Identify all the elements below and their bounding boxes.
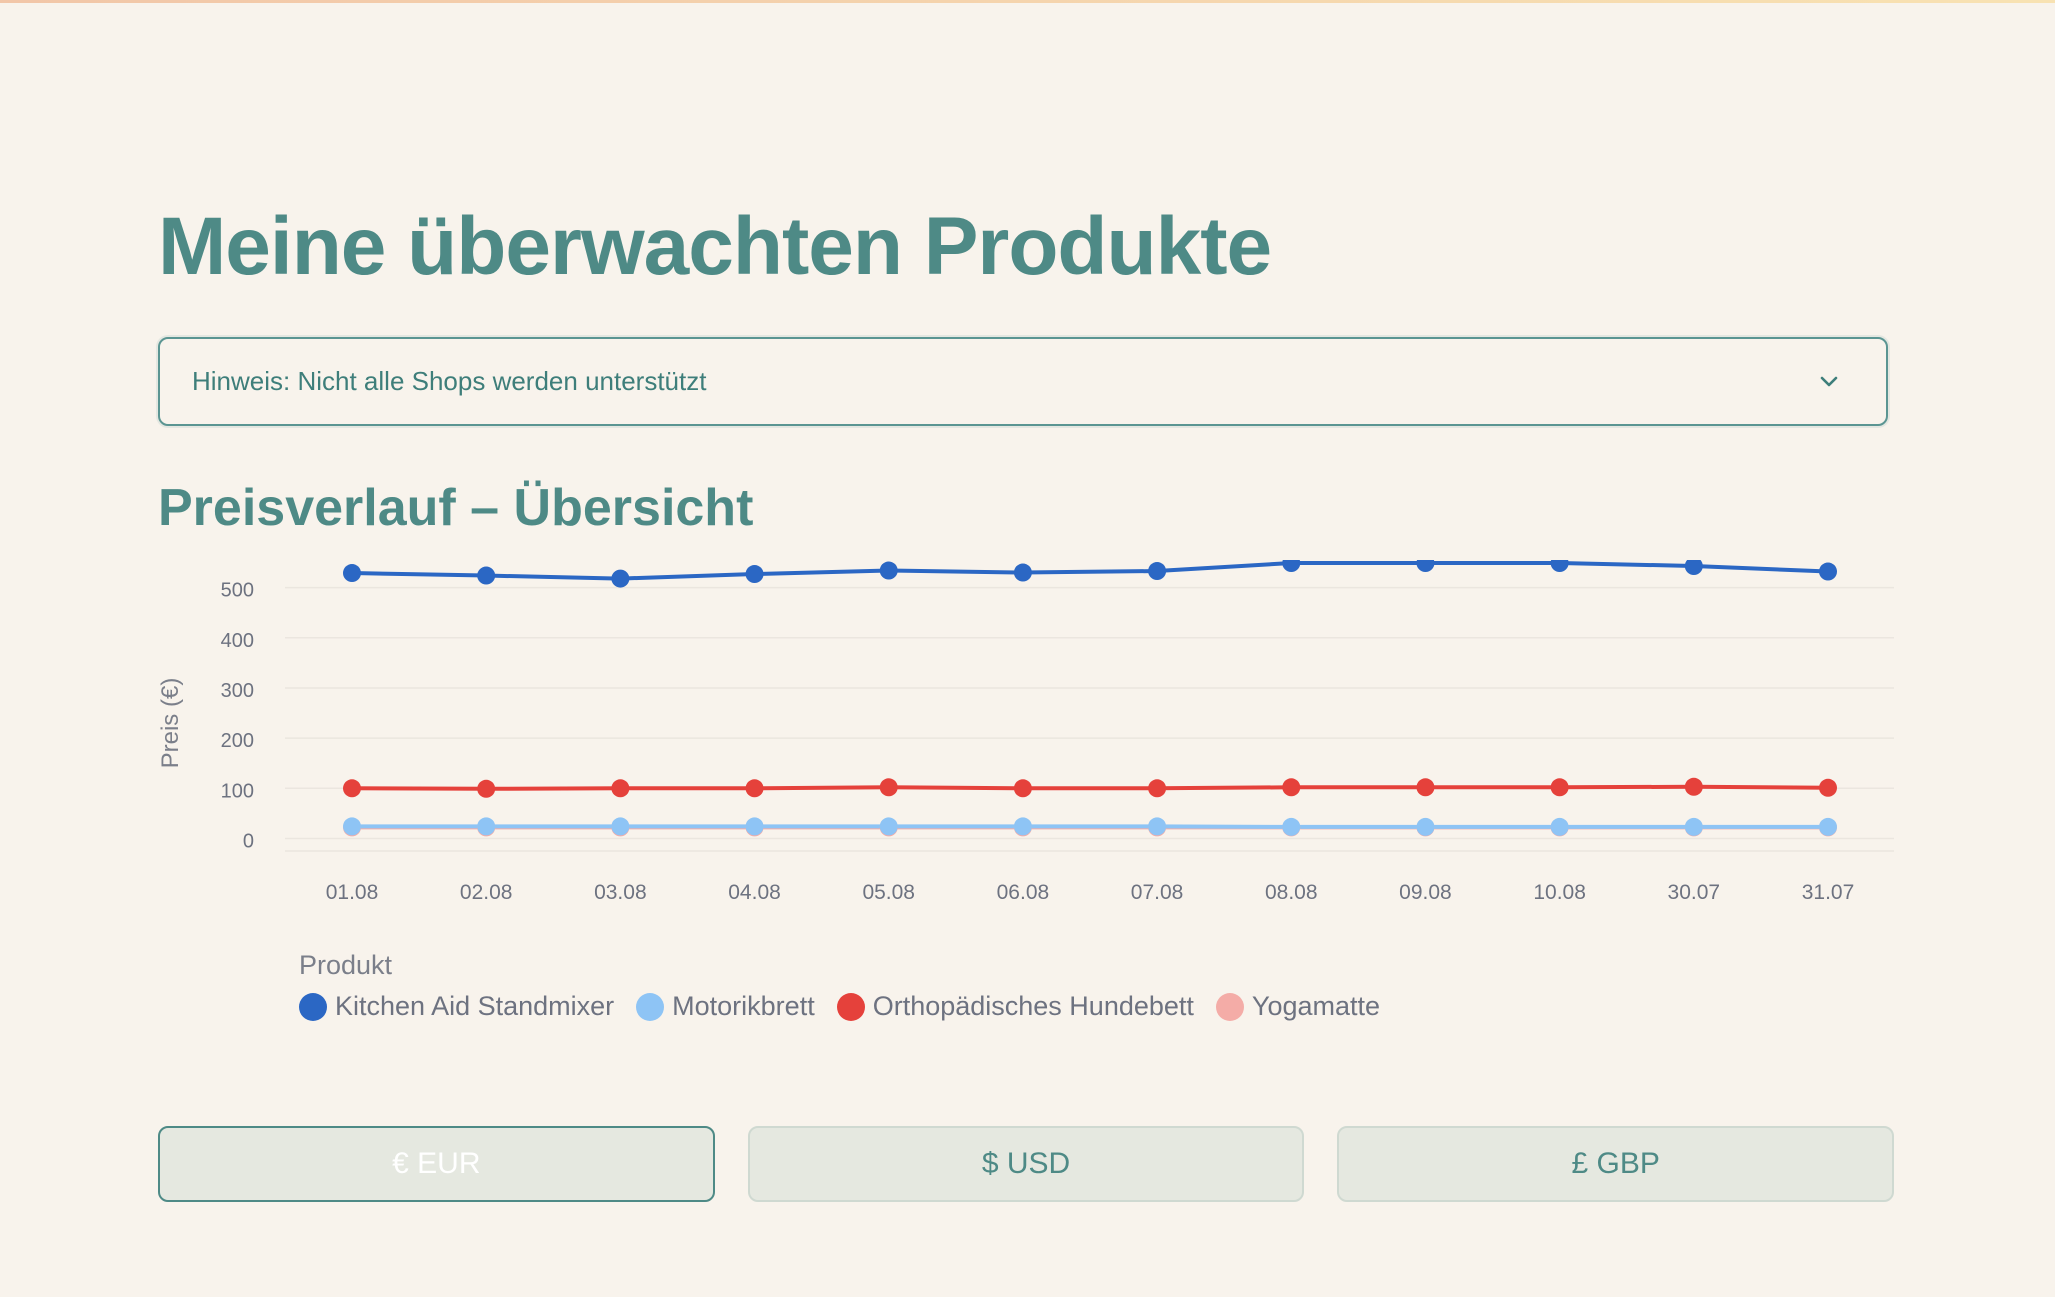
x-tick-label: 09.08 xyxy=(1399,881,1452,904)
y-axis-label: Preis (€) xyxy=(158,678,184,769)
series-line xyxy=(352,824,1828,829)
x-tick-label: 03.08 xyxy=(594,881,647,904)
data-point xyxy=(1013,779,1032,798)
data-point xyxy=(477,779,496,798)
price-history-chart: 0 100 200 300 400 500 Preis (€) 01.08 02.08 03.08… xyxy=(157,554,1894,1040)
y-tick-label: 500 xyxy=(221,580,254,602)
x-tick-label: 02.08 xyxy=(460,881,513,904)
data-point xyxy=(1684,777,1703,796)
data-point xyxy=(1013,563,1032,582)
x-tick-label: 01.08 xyxy=(326,881,379,904)
x-tick-label: 06.08 xyxy=(997,881,1050,904)
y-tick-label: 0 xyxy=(243,830,254,852)
data-point xyxy=(745,565,764,584)
data-point xyxy=(477,817,496,836)
y-tick-label: 200 xyxy=(221,730,254,752)
data-point xyxy=(1819,817,1837,836)
legend-title: Produkt xyxy=(299,950,393,980)
data-point xyxy=(1148,562,1167,581)
data-point xyxy=(1550,778,1569,797)
data-point xyxy=(745,779,764,798)
legend-item[interactable]: Motorikbrett xyxy=(636,991,815,1022)
currency-usd-button[interactable]: $ USD xyxy=(747,1126,1305,1202)
data-point xyxy=(1819,562,1837,581)
data-point xyxy=(1416,554,1435,573)
series-line xyxy=(351,561,1829,581)
currency-gbp-button[interactable]: £ GBP xyxy=(1337,1126,1895,1202)
chart-legend: Produkt Kitchen Aid Standmixer Motorikbre… xyxy=(299,950,1380,1022)
legend-color-dot xyxy=(836,992,865,1021)
data-point xyxy=(343,779,361,798)
legend-label: Yogamatte xyxy=(1251,991,1381,1021)
x-tick-label: 07.08 xyxy=(1131,881,1184,904)
legend-items: Kitchen Aid Standmixer Motorikbrett Orthop… xyxy=(299,991,1380,1022)
data-point xyxy=(1550,817,1569,836)
legend-label: Orthopädisches Hundebett xyxy=(872,991,1194,1021)
data-point xyxy=(1148,779,1167,798)
y-tick-label: 300 xyxy=(221,680,254,702)
x-tick-label: 31.07 xyxy=(1802,881,1855,904)
currency-eur-button[interactable]: € EUR xyxy=(158,1126,715,1202)
data-point xyxy=(745,817,764,836)
x-tick-label: 08.08 xyxy=(1265,881,1318,904)
x-tick-label: 05.08 xyxy=(862,881,915,904)
data-point xyxy=(879,561,898,580)
legend-item[interactable]: Yogamatte xyxy=(1215,991,1381,1022)
data-point xyxy=(1282,778,1301,797)
legend-color-dot xyxy=(1215,992,1244,1021)
data-point xyxy=(611,569,630,588)
data-point xyxy=(1013,817,1032,836)
data-point xyxy=(1684,817,1703,836)
data-point xyxy=(611,817,630,836)
legend-label: Kitchen Aid Standmixer xyxy=(335,991,615,1021)
chart-svg: 0 100 200 300 400 500 Preis (€) 01.08 02.08 03.08… xyxy=(157,554,1894,904)
x-tick-label: 04.08 xyxy=(728,881,781,904)
data-point xyxy=(1282,817,1301,836)
data-point xyxy=(1550,554,1569,573)
x-tick-label: 10.08 xyxy=(1533,881,1586,904)
chevron-down-icon xyxy=(1820,376,1838,386)
legend-label: Motorikbrett xyxy=(672,991,815,1021)
data-point xyxy=(343,817,361,836)
data-point xyxy=(611,779,630,798)
top-accent-strip xyxy=(0,0,2055,3)
data-point xyxy=(477,566,496,585)
data-point xyxy=(1416,778,1435,797)
data-point xyxy=(1282,554,1301,573)
legend-item[interactable]: Orthopädisches Hundebett xyxy=(836,991,1194,1022)
notice-expander[interactable]: Hinweis: Nicht alle Shops werden unterst… xyxy=(158,337,1888,426)
data-point xyxy=(1684,557,1703,576)
legend-item[interactable]: Kitchen Aid Standmixer xyxy=(299,991,614,1022)
y-tick-label: 400 xyxy=(221,630,254,652)
legend-color-dot xyxy=(299,992,327,1021)
currency-selector: € EUR $ USD £ GBP xyxy=(158,1126,1895,1202)
notice-text: Hinweis: Nicht alle Shops werden unterst… xyxy=(192,366,707,396)
data-point xyxy=(1819,778,1837,797)
data-point xyxy=(879,817,898,836)
series-line xyxy=(351,784,1829,791)
data-point xyxy=(1416,817,1435,836)
data-point xyxy=(1148,817,1167,836)
data-point xyxy=(343,564,361,583)
page-title: Meine überwachten Produkte xyxy=(158,201,1272,292)
legend-color-dot xyxy=(636,992,665,1021)
data-point xyxy=(879,778,898,797)
section-title: Preisverlauf – Übersicht xyxy=(158,479,754,537)
x-tick-label: 30.07 xyxy=(1668,881,1721,904)
y-tick-label: 100 xyxy=(221,780,254,802)
